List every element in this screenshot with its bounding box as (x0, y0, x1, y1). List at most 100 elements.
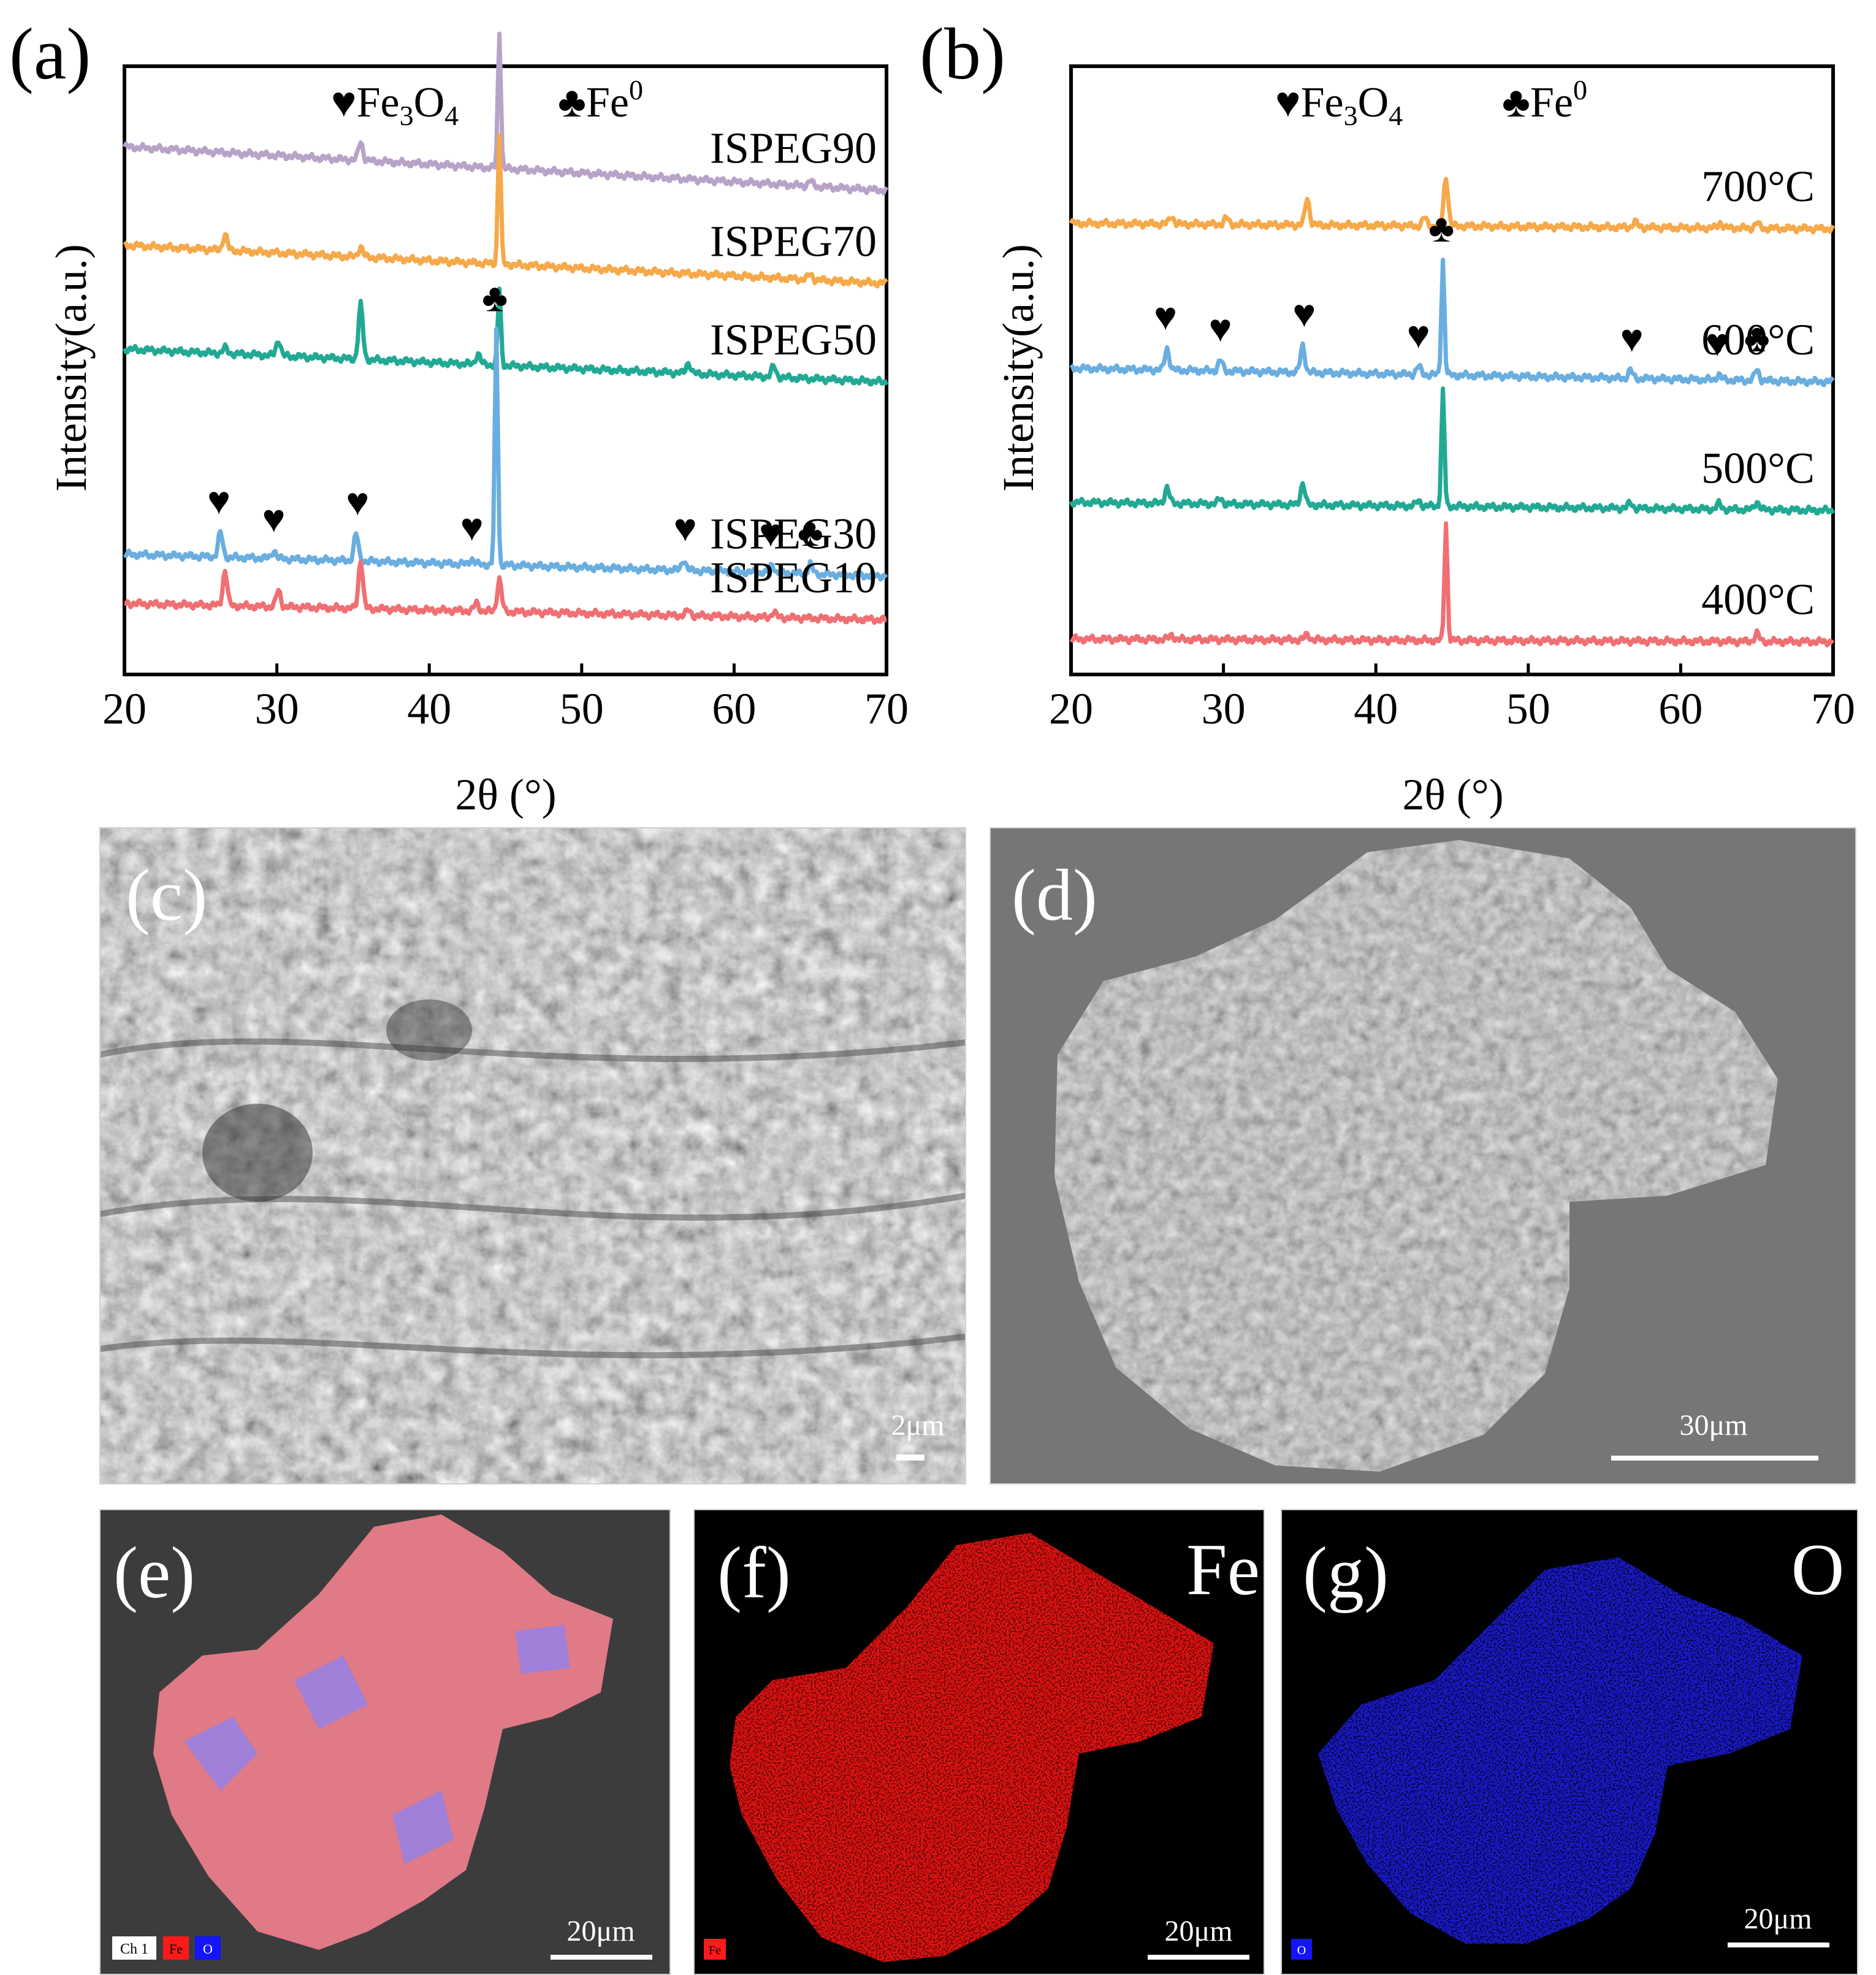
panel-d-scale-text: 30μm (1679, 1409, 1747, 1442)
panel-f-map (694, 1510, 1264, 1974)
panel-a-ylabel: Intensity(a.u.) (47, 244, 96, 492)
panel-a-legend-sub3: 3 (400, 100, 414, 131)
series-label-a-1: ISPEG70 (710, 216, 877, 265)
panel-b-series (1069, 177, 1836, 648)
legend-fe-box (163, 1936, 189, 1960)
xtick-label-b-0: 20 (1049, 684, 1093, 733)
peak-marker-b-3: ♥ (1407, 313, 1430, 356)
panel-b-series-labels: 700°C 600°C 500°C 400°C (1701, 162, 1815, 624)
xtick-label-a-0: 20 (102, 684, 147, 733)
panel-b-legend-fe0-text: ♣Fe (1502, 79, 1573, 126)
panel-f-legend-box (704, 1939, 726, 1960)
peak-marker-b-4: ♣ (1428, 207, 1454, 250)
xtick-label-b-4: 60 (1658, 684, 1703, 733)
panel-e-channel-legend: Ch 1 Fe O (112, 1936, 221, 1960)
xtick-label-a-3: 50 (560, 684, 604, 733)
peak-marker-b-7: ♣ (1744, 316, 1770, 360)
series-label-b-1: 600°C (1701, 315, 1815, 364)
panel-a-series (122, 31, 889, 625)
panel-c-scale-bar (896, 1454, 925, 1461)
panel-d-scale-bar (1611, 1456, 1818, 1461)
panel-b-xticks: 20 30 40 50 60 70 (1049, 663, 1855, 733)
legend-ch1-box (112, 1936, 156, 1960)
panel-e-micrograph (100, 1510, 670, 1974)
peak-marker-a-4: ♣ (482, 277, 508, 320)
panel-b-frame (1069, 64, 1835, 676)
panel-b-markers: ♥ ♥ ♥ ♥ ♣ ♥ ♥ ♣ (1154, 207, 1770, 364)
panel-b-xlabel: 2θ (°) (1402, 770, 1503, 819)
panel-b-legend-O: O (1358, 79, 1389, 126)
xtick-label-a-4: 60 (712, 684, 756, 733)
panel-b-legend-fe3o4-text: ♥Fe (1275, 79, 1344, 126)
panel-c-sem-image: (c) 2μm (99, 827, 966, 1484)
panel-d-sem-image: (d) 30μm (989, 827, 1856, 1484)
series-label-b-3: 400°C (1701, 575, 1815, 624)
peak-marker-a-0: ♥ (207, 479, 231, 522)
series-line-a-1 (123, 132, 888, 289)
peak-marker-b-1: ♥ (1209, 307, 1232, 350)
panel-d-micrograph (990, 828, 1856, 1484)
legend-o-text: O (203, 1941, 213, 1957)
panel-e-particles (153, 1515, 613, 1950)
panel-g-map (1281, 1510, 1858, 1974)
legend-o-box (195, 1936, 221, 1960)
peak-marker-b-6: ♥ (1706, 321, 1729, 365)
peak-marker-a-1: ♥ (262, 497, 286, 541)
panel-d-label: (d) (1012, 854, 1097, 936)
series-label-a-0: ISPEG90 (710, 124, 877, 173)
xtick-label-a-2: 40 (407, 684, 451, 733)
panel-g-o-map: (g) O O 20μm (1281, 1509, 1858, 1975)
panel-b-label: (b) (920, 13, 1005, 94)
panel-b-legend-fe3o4: ♥Fe3O4 (1275, 79, 1403, 131)
panel-c-label: (c) (126, 854, 207, 936)
peak-marker-a-2: ♥ (346, 480, 369, 524)
peak-marker-b-0: ♥ (1154, 295, 1177, 338)
panel-a-xrd-chart: (a) ♥ ♥ ♥♥♣♥ ♥ ♣ 20 30 40 50 60 70 ISPEG90ISPEG70… (9, 13, 909, 819)
xtick-label-b-5: 70 (1811, 684, 1855, 733)
xtick-label-b-2: 40 (1354, 684, 1398, 733)
series-line-a-2 (122, 286, 889, 387)
panel-f-element: Fe (1186, 1529, 1260, 1610)
panel-e-border (99, 1509, 671, 1975)
legend-ch1-text: Ch 1 (120, 1941, 148, 1957)
panel-g-element: O (1791, 1529, 1845, 1610)
panel-a-legend-sub4: 4 (444, 100, 459, 131)
panel-f-scale-bar (1148, 1955, 1249, 1960)
panel-a-legend-fe3o4: ♥Fe3O4 (331, 79, 459, 131)
panel-c-border (99, 827, 966, 1484)
series-line-a-0 (122, 31, 889, 196)
panel-a-xlabel: 2θ (°) (455, 770, 556, 819)
panel-a-label: (a) (9, 13, 91, 94)
panel-a-legend-fe0-text: ♣Fe (558, 79, 629, 126)
panel-b-legend-sub3: 3 (1344, 100, 1358, 131)
panel-f-label: (f) (717, 1532, 791, 1613)
panel-a-frame (123, 64, 888, 676)
peak-marker-a-7: ♣ (798, 511, 823, 554)
series-line-b-1 (1069, 258, 1835, 388)
panel-f-fe-map: (f) Fe Fe 20μm (693, 1509, 1265, 1975)
series-label-b-2: 500°C (1701, 444, 1815, 493)
panel-b-legend-sub4: 4 (1389, 100, 1403, 131)
series-label-a-2: ISPEG50 (710, 315, 877, 364)
panel-b-legend-fe0: ♣Fe0 (1502, 74, 1587, 126)
panel-b-legend-fe0-sup: 0 (1573, 74, 1587, 105)
panel-a-legend-fe0: ♣Fe0 (558, 74, 643, 126)
panel-e-eds-overlay: (e) Ch 1 Fe O 20μm (99, 1509, 671, 1975)
series-line-b-2 (1069, 386, 1836, 516)
series-line-a-3 (123, 326, 888, 582)
legend-fe-text: Fe (169, 1941, 183, 1957)
xtick-label-b-1: 30 (1202, 684, 1246, 733)
panel-g-scale-text: 20μm (1744, 1903, 1812, 1935)
series-line-b-3 (1069, 521, 1835, 648)
series-line-a-4 (124, 559, 887, 625)
series-label-b-0: 700°C (1701, 162, 1815, 211)
panel-g-legend-text: O (1297, 1944, 1306, 1957)
panel-f-border (693, 1509, 1265, 1975)
panel-g-label: (g) (1303, 1532, 1389, 1613)
panel-a-legend-O: O (414, 79, 445, 126)
peak-marker-b-5: ♥ (1620, 317, 1644, 361)
panel-c-micrograph (100, 828, 966, 1484)
panel-e-scale-bar (551, 1955, 652, 1960)
